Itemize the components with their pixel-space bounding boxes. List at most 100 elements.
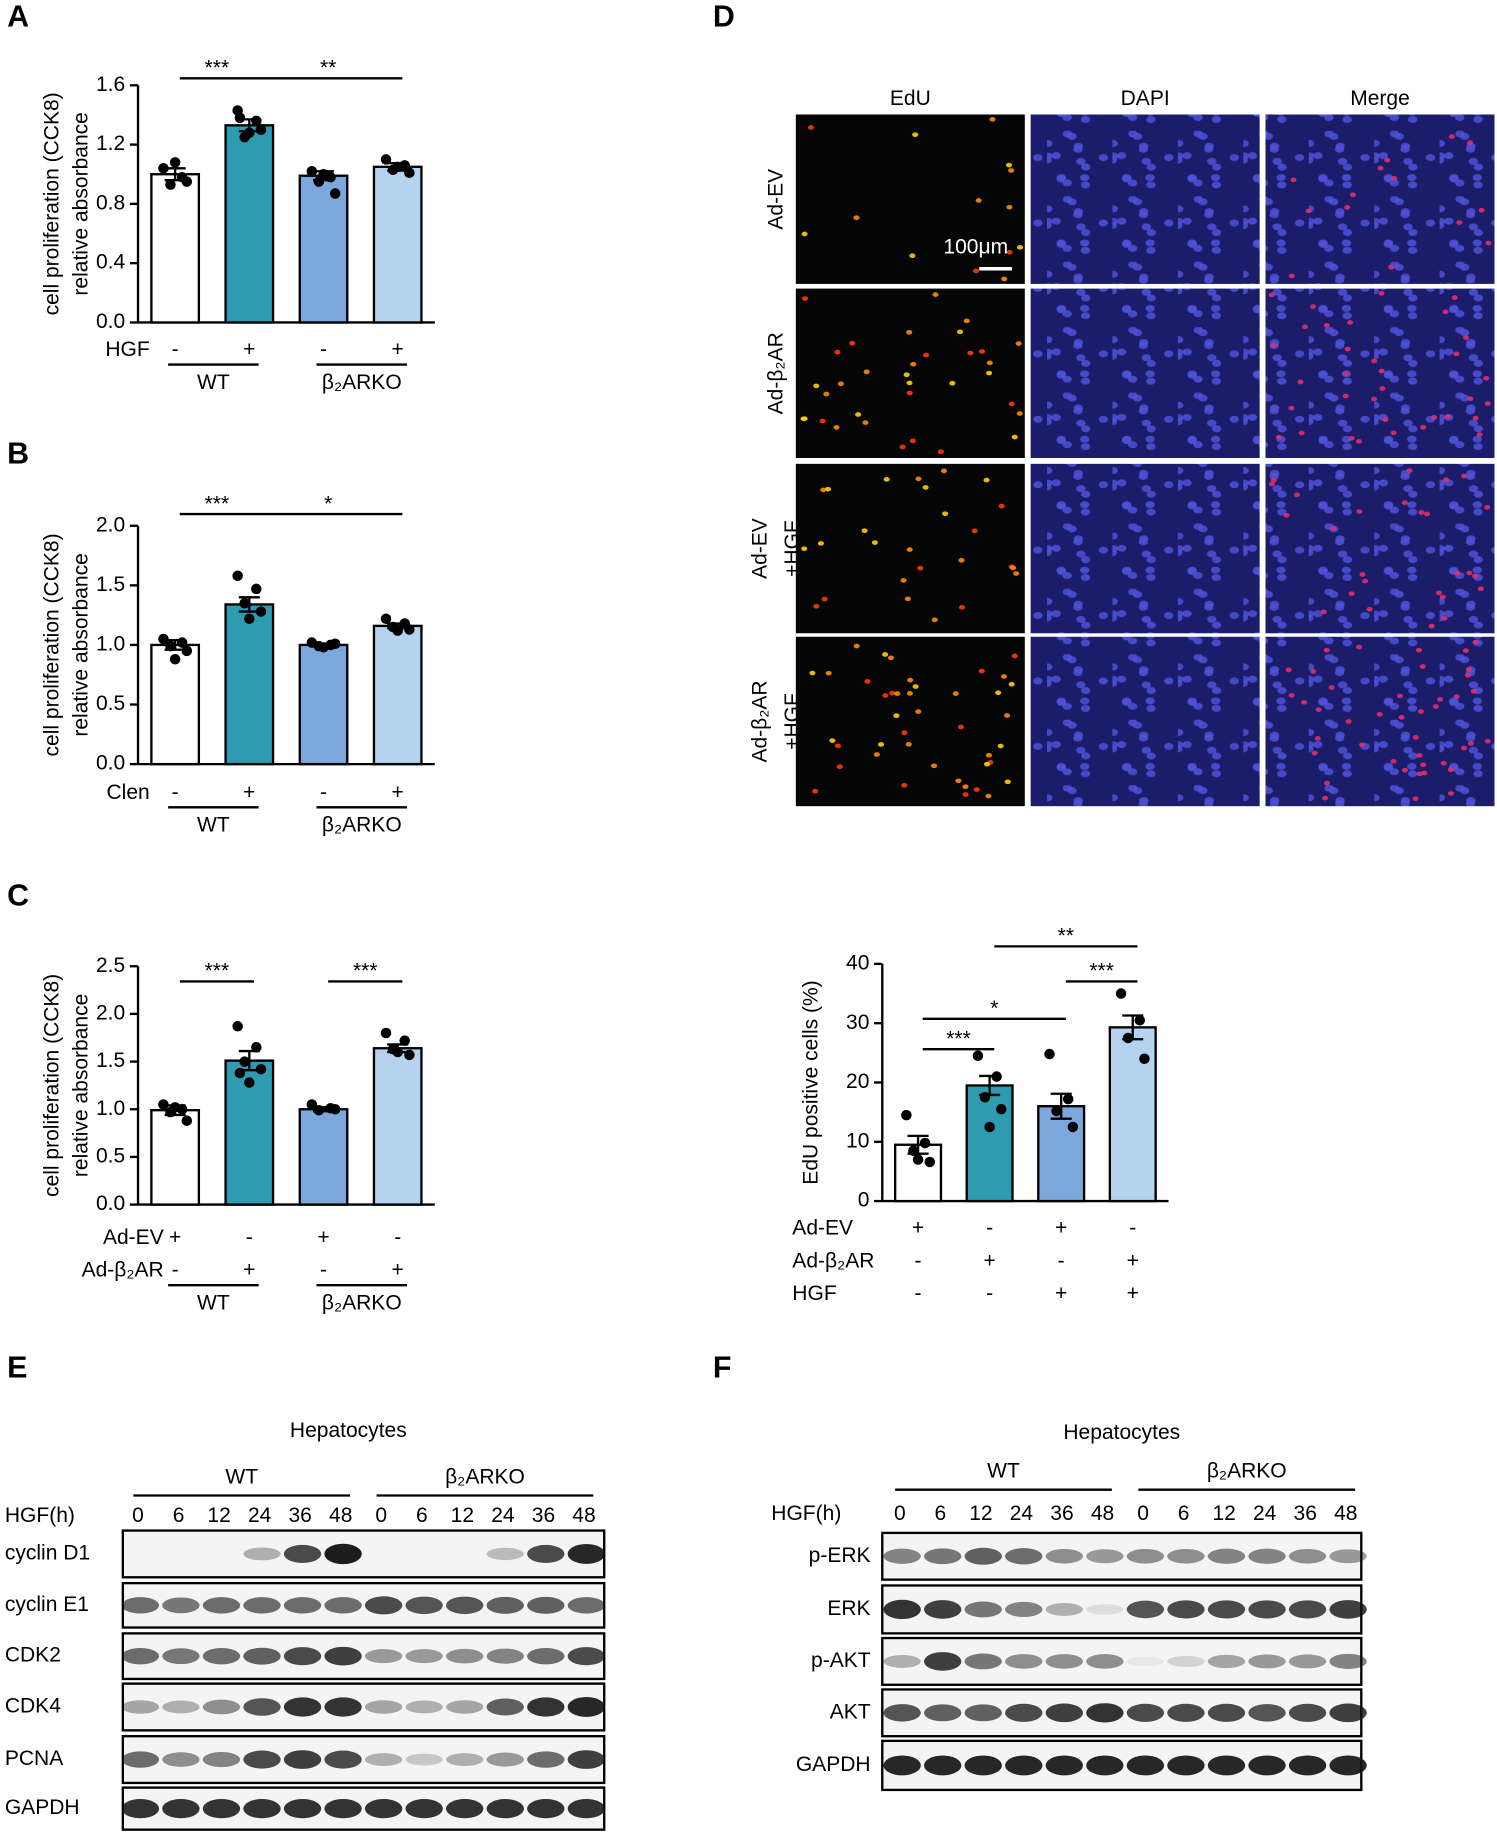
blot-band bbox=[1207, 1600, 1246, 1619]
edu-nucleus bbox=[1323, 323, 1330, 328]
y-tick-label: 1.2 bbox=[96, 132, 125, 155]
edu-nucleus bbox=[1390, 430, 1397, 436]
data-point bbox=[392, 161, 403, 173]
y-tick-label: 0.0 bbox=[96, 310, 125, 333]
blot-band bbox=[923, 1548, 962, 1565]
y-tick-label: 30 bbox=[846, 1011, 869, 1034]
blot-band bbox=[162, 1752, 200, 1767]
data-point bbox=[996, 1103, 1007, 1115]
treatment-sign: - bbox=[320, 338, 327, 361]
blot-band bbox=[324, 1798, 362, 1819]
blot-band bbox=[162, 1700, 200, 1714]
data-point bbox=[399, 1035, 410, 1046]
timepoint: 48 bbox=[1334, 1502, 1357, 1525]
edu-nucleus bbox=[1464, 672, 1471, 678]
blot-band bbox=[446, 1753, 484, 1766]
edu-nucleus bbox=[1435, 590, 1442, 596]
data-point bbox=[169, 653, 181, 665]
data-point bbox=[306, 166, 318, 177]
blot-band bbox=[364, 1700, 403, 1714]
timepoint: 6 bbox=[173, 1504, 185, 1527]
edu-nucleus bbox=[820, 487, 827, 493]
edu-nucleus bbox=[837, 381, 844, 387]
edu-nucleus bbox=[1462, 335, 1470, 340]
edu-nucleus bbox=[1359, 572, 1366, 577]
bar bbox=[1108, 1026, 1157, 1203]
edu-nucleus bbox=[1396, 693, 1403, 699]
edu-nucleus bbox=[1378, 368, 1385, 374]
y-tick-label: 20 bbox=[846, 1070, 869, 1093]
edu-nucleus bbox=[1401, 767, 1408, 773]
blot-band bbox=[1126, 1548, 1165, 1564]
blot-band bbox=[283, 1798, 322, 1819]
data-point bbox=[1139, 1053, 1150, 1065]
blot-band bbox=[121, 1798, 160, 1819]
bar bbox=[150, 173, 201, 324]
blot-band bbox=[162, 1597, 200, 1614]
blot-band bbox=[964, 1755, 1002, 1776]
edu-nucleus bbox=[949, 380, 956, 386]
edu-nucleus bbox=[834, 349, 841, 355]
edu-nucleus bbox=[1344, 346, 1351, 352]
data-point bbox=[380, 154, 392, 165]
bar bbox=[150, 1109, 201, 1206]
blot-band bbox=[364, 1649, 403, 1664]
edu-nucleus bbox=[834, 743, 841, 749]
blot-title: Hepatocytes bbox=[290, 1419, 407, 1442]
blot-band bbox=[1288, 1703, 1327, 1722]
edu-nucleus bbox=[1016, 411, 1023, 416]
data-point bbox=[984, 1121, 995, 1133]
blot-band bbox=[1045, 1755, 1084, 1776]
blot-band bbox=[567, 1597, 606, 1614]
panel-label: D bbox=[713, 1, 735, 34]
group-label: β₂ARKO bbox=[322, 1291, 402, 1314]
edu-nucleus bbox=[1467, 396, 1474, 402]
data-point bbox=[380, 1027, 392, 1039]
edu-nucleus bbox=[1485, 240, 1492, 246]
edu-nucleus bbox=[1377, 165, 1384, 171]
edu-nucleus bbox=[995, 690, 1002, 696]
edu-nucleus bbox=[853, 215, 860, 221]
treatment-sign: - bbox=[172, 781, 179, 804]
edu-nucleus bbox=[1418, 510, 1425, 515]
panel-label: E bbox=[7, 1351, 27, 1384]
blot-band bbox=[1329, 1755, 1367, 1776]
blot-band bbox=[1086, 1654, 1124, 1669]
edu-nucleus bbox=[1376, 712, 1383, 717]
column-header: DAPI bbox=[1121, 87, 1170, 110]
blot-band bbox=[364, 1753, 403, 1766]
treatment-sign: - bbox=[394, 1226, 401, 1249]
data-point bbox=[251, 583, 262, 595]
blot-band bbox=[1248, 1548, 1286, 1564]
edu-nucleus bbox=[907, 677, 914, 683]
treatment-sign: + bbox=[243, 1259, 255, 1282]
timepoint: 0 bbox=[894, 1502, 906, 1525]
edu-nucleus bbox=[958, 557, 965, 563]
data-point bbox=[158, 163, 169, 174]
data-point bbox=[1122, 1032, 1134, 1044]
edu-nucleus bbox=[1013, 571, 1020, 576]
y-axis-label: relative absorbance bbox=[70, 553, 93, 736]
edu-nucleus bbox=[971, 528, 978, 534]
data-point bbox=[901, 1109, 912, 1121]
edu-nucleus bbox=[1268, 481, 1275, 487]
edu-nucleus bbox=[1437, 697, 1444, 702]
data-point bbox=[318, 168, 329, 180]
blot-band bbox=[202, 1798, 241, 1819]
blot-band bbox=[1329, 1653, 1367, 1670]
blot-band bbox=[1167, 1655, 1205, 1667]
edu-nucleus bbox=[915, 476, 922, 482]
micrograph bbox=[1265, 114, 1495, 284]
blot-band bbox=[283, 1750, 322, 1769]
treatment-label: Ad-EV bbox=[103, 1226, 164, 1249]
edu-nucleus bbox=[829, 738, 836, 743]
treatment-sign: - bbox=[172, 338, 179, 361]
edu-nucleus bbox=[912, 684, 919, 689]
edu-nucleus bbox=[849, 340, 856, 346]
data-point bbox=[404, 1049, 415, 1061]
treatment-sign: + bbox=[1127, 1282, 1139, 1305]
bar bbox=[224, 124, 275, 324]
blot-band bbox=[1167, 1548, 1205, 1564]
edu-nucleus bbox=[1288, 693, 1295, 698]
bar bbox=[298, 174, 349, 324]
